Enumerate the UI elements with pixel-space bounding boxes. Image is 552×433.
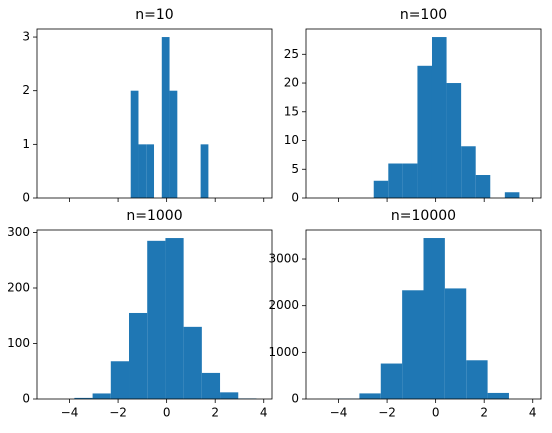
bar xyxy=(423,238,445,399)
axes-frame xyxy=(36,28,273,199)
x-tick-label: 4 xyxy=(529,406,537,420)
bar xyxy=(161,37,170,198)
bar xyxy=(129,312,148,399)
bar xyxy=(380,363,403,399)
bar xyxy=(487,392,509,399)
bar xyxy=(110,361,130,399)
x-tick-label: −4 xyxy=(330,406,348,420)
bar xyxy=(74,397,93,399)
bar xyxy=(183,326,202,399)
bar xyxy=(220,392,239,399)
y-tick-label: 3000 xyxy=(268,252,299,266)
bar xyxy=(388,163,403,198)
bar xyxy=(475,175,491,198)
bar xyxy=(165,238,184,399)
x-tick-label: −4 xyxy=(61,406,79,420)
x-tick-label: 0 xyxy=(432,406,440,420)
bar xyxy=(201,372,221,399)
bar xyxy=(402,290,424,399)
bar xyxy=(169,90,178,198)
axes-frame xyxy=(305,28,542,199)
y-tick-label: 1 xyxy=(22,137,30,151)
subplot-title: n=100 xyxy=(400,7,447,23)
y-tick-label: 0 xyxy=(291,392,299,406)
y-tick-label: 10 xyxy=(284,133,299,147)
y-tick-label: 200 xyxy=(7,280,30,294)
bar xyxy=(466,360,488,399)
y-tick-label: 2 xyxy=(22,83,30,97)
bar xyxy=(146,144,155,198)
bar xyxy=(359,393,381,399)
subplot-title: n=1000 xyxy=(126,208,182,224)
bar xyxy=(373,180,389,198)
bar xyxy=(417,65,432,198)
y-tick-label: 0 xyxy=(291,191,299,205)
y-tick-label: 1000 xyxy=(268,345,299,359)
y-tick-label: 2000 xyxy=(268,298,299,312)
bar xyxy=(402,163,418,198)
y-tick-label: 100 xyxy=(7,336,30,350)
y-tick-label: 3 xyxy=(22,30,30,44)
subplot-title: n=10000 xyxy=(391,208,456,224)
bar xyxy=(446,83,462,198)
y-tick-label: 25 xyxy=(284,47,299,61)
y-tick-label: 5 xyxy=(291,162,299,176)
bar xyxy=(504,192,520,198)
y-tick-label: 15 xyxy=(284,104,299,118)
x-tick-label: 2 xyxy=(480,406,488,420)
bar xyxy=(461,146,476,198)
bar xyxy=(431,37,447,198)
subplot-title: n=10 xyxy=(135,7,173,23)
x-tick-label: 4 xyxy=(260,406,268,420)
x-tick-label: 0 xyxy=(163,406,171,420)
x-tick-label: −2 xyxy=(378,406,396,420)
y-tick-label: 300 xyxy=(7,225,30,239)
x-tick-label: 2 xyxy=(211,406,219,420)
y-tick-label: 0 xyxy=(22,191,30,205)
x-tick-label: −2 xyxy=(109,406,127,420)
bar xyxy=(130,90,139,198)
y-tick-label: 20 xyxy=(284,76,299,90)
bar xyxy=(92,393,111,399)
bar xyxy=(444,288,467,399)
y-tick-label: 0 xyxy=(22,392,30,406)
bar xyxy=(147,240,166,399)
bar xyxy=(200,144,209,198)
axes-frame xyxy=(36,229,273,400)
bar xyxy=(138,144,147,198)
axes-frame xyxy=(305,229,542,400)
